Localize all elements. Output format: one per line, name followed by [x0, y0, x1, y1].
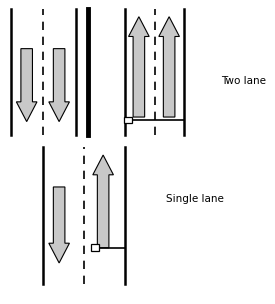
- Text: Single lane: Single lane: [166, 194, 224, 204]
- Bar: [124, 117, 132, 123]
- FancyArrow shape: [93, 155, 113, 248]
- Bar: [91, 244, 99, 251]
- FancyArrow shape: [129, 17, 149, 117]
- FancyArrow shape: [16, 49, 37, 122]
- FancyArrow shape: [49, 187, 69, 263]
- Text: Two lane: Two lane: [221, 76, 266, 85]
- FancyArrow shape: [159, 17, 179, 117]
- FancyArrow shape: [49, 49, 69, 122]
